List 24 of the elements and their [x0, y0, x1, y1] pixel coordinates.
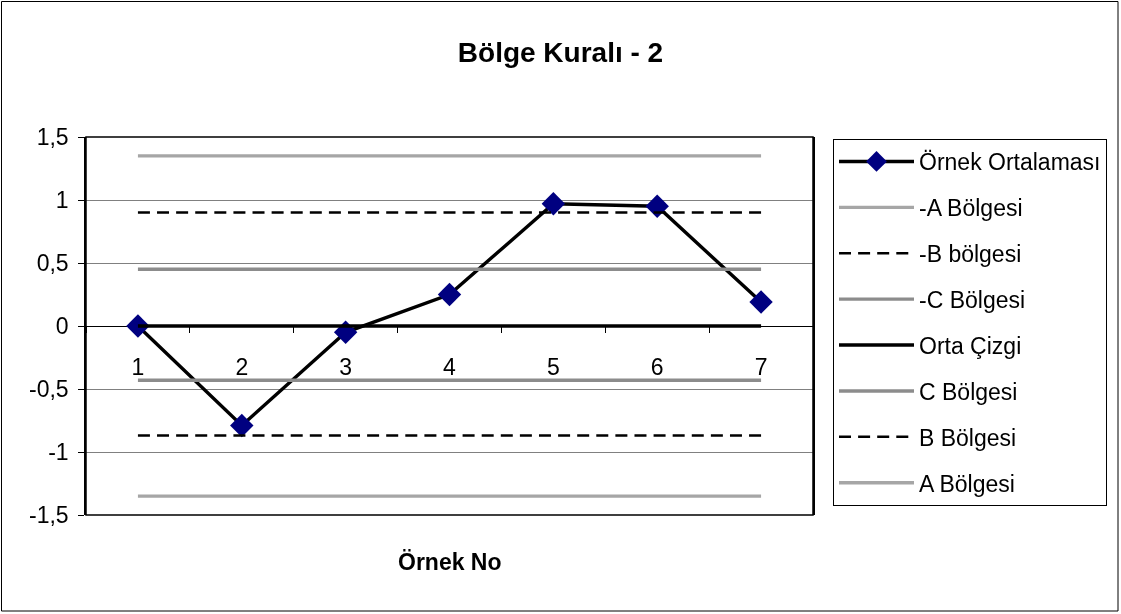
legend-label: -C Bölgesi	[919, 287, 1026, 314]
legend-label: Orta Çizgi	[919, 333, 1022, 360]
y-tick-label: -1	[48, 439, 69, 466]
legend-label: C Bölgesi	[919, 378, 1018, 405]
legend-label: Örnek Ortalaması	[919, 149, 1101, 176]
legend-label: B Bölgesi	[919, 424, 1017, 451]
y-tick-label: 1,5	[36, 124, 69, 151]
legend-label: -A Bölgesi	[919, 195, 1023, 222]
x-tick-label: 2	[235, 353, 249, 380]
y-tick-label: 1	[55, 187, 69, 214]
chart-title: Bölge Kuralı - 2	[457, 36, 664, 68]
legend-label: A Bölgesi	[919, 470, 1015, 497]
x-axis-title: Örnek No	[398, 549, 502, 575]
y-tick-label: -1,5	[29, 502, 69, 529]
x-tick-label: 4	[443, 353, 457, 380]
legend-label: -B bölgesi	[919, 241, 1022, 268]
x-tick-label: 3	[339, 353, 353, 380]
x-tick-label: 6	[650, 353, 664, 380]
y-tick-label: -0,5	[29, 376, 69, 403]
y-tick-label: 0,5	[36, 250, 69, 277]
x-tick-label: 7	[754, 353, 768, 380]
y-tick-label: 0	[55, 313, 69, 340]
x-tick-label: 5	[546, 353, 560, 380]
x-tick-label: 1	[131, 353, 145, 380]
